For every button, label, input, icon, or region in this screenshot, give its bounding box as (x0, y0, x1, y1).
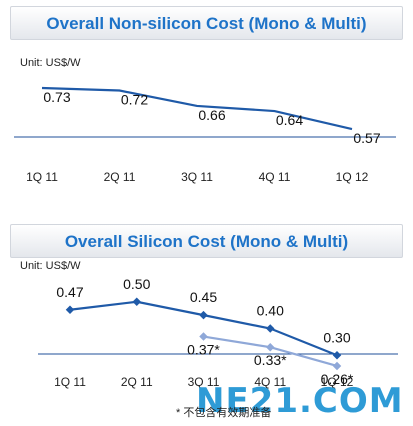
chart2-data-label: 0.26* (321, 371, 354, 387)
chart2-series-0-point (266, 324, 275, 333)
chart2-data-label: 0.37* (187, 342, 220, 358)
chart1-data-label: 0.57 (353, 130, 380, 146)
chart2-tick-label: 3Q 11 (188, 375, 220, 389)
chart1-tick-label: 4Q 11 (259, 170, 291, 184)
chart2-tick-label: 1Q 12 (321, 375, 354, 389)
chart1-tick-label: 1Q 11 (26, 170, 58, 184)
chart2-series-0-point (132, 297, 141, 306)
chart1-plot: 1Q 11 2Q 11 3Q 11 4Q 11 1Q 12 0.73 0.72 0.66 0.6… (14, 86, 396, 184)
chart2-data-label: 0.33* (254, 352, 287, 368)
chart2-tick-label: 2Q 11 (121, 375, 153, 389)
chart2-data-label: 0.40 (257, 303, 284, 319)
chart2-series-0-point (332, 351, 342, 360)
chart1-title-banner: Overall Non-silicon Cost (Mono & Multi) (10, 6, 403, 40)
chart2-series-0-point (199, 310, 208, 320)
chart2-data-label: 0.47 (56, 284, 83, 300)
chart1-unit-label: Unit: US$/W (20, 57, 81, 69)
chart1-title: Overall Non-silicon Cost (Mono & Multi) (46, 14, 367, 33)
chart2-tick-label: 4Q 11 (254, 375, 286, 389)
chart2-series-1-point (266, 342, 275, 352)
chart1-tick-label: 1Q 12 (336, 170, 369, 184)
chart2-data-label: 0.50 (123, 276, 150, 292)
chart1-data-label: 0.66 (198, 107, 225, 123)
chart2-series-1-point (199, 332, 208, 341)
chart2-tick-label: 1Q 11 (54, 375, 86, 389)
chart2-plot: 1Q 11 2Q 11 3Q 11 4Q 11 1Q 12 0.47 0.50 0.45 0.4… (38, 276, 398, 389)
chart1-data-label: 0.73 (43, 89, 70, 105)
chart2-series-1-point (332, 361, 342, 371)
chart1-data-label: 0.64 (276, 112, 303, 128)
chart1-tick-label: 2Q 11 (104, 170, 136, 184)
chart1-data-label: 0.72 (121, 92, 148, 108)
chart2-title-banner: Overall Silicon Cost (Mono & Multi) (10, 224, 403, 258)
chart2-unit-label: Unit: US$/W (20, 260, 81, 272)
chart1-tick-label: 3Q 11 (181, 170, 213, 184)
chart2-data-label: 0.30 (323, 329, 350, 345)
footnote: * 不包含有效期准备 (176, 407, 272, 419)
watermark-logo: NE21.COM (196, 381, 404, 421)
chart2-title: Overall Silicon Cost (Mono & Multi) (64, 232, 349, 251)
chart2-data-label: 0.45 (190, 289, 217, 305)
chart1-series-0-line (41, 86, 353, 131)
chart2-series-0-point (65, 305, 75, 315)
